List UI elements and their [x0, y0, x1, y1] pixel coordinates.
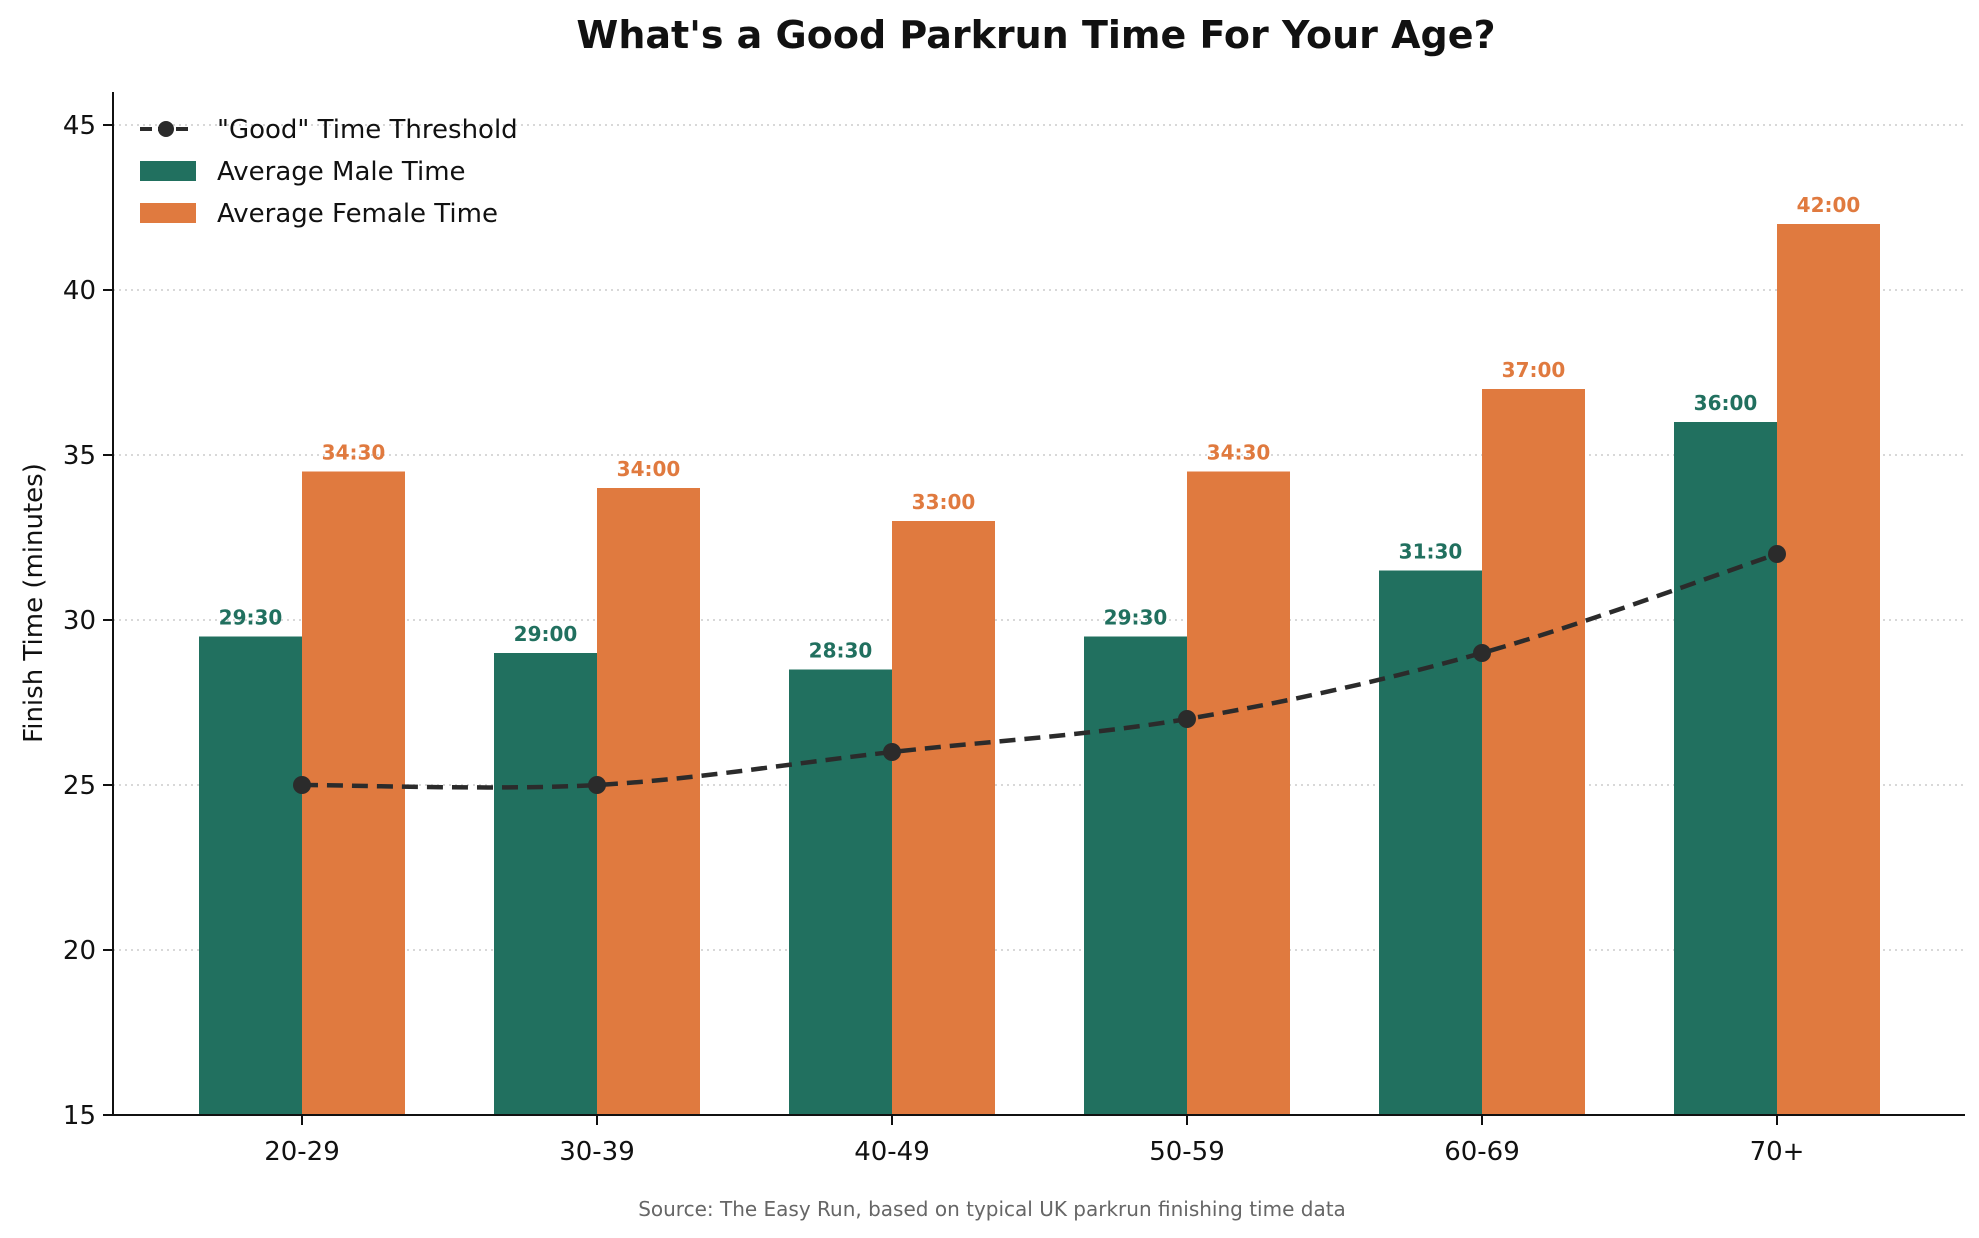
bar-label-male: 28:30 [809, 639, 873, 663]
bar-male [1674, 422, 1777, 1115]
x-tick-label: 30-39 [559, 1137, 635, 1167]
bars [199, 224, 1880, 1115]
x-tick-label: 60-69 [1444, 1137, 1520, 1167]
y-tick-label: 35 [63, 441, 96, 471]
bar-female [597, 488, 700, 1115]
threshold-point [1473, 644, 1491, 662]
bar-label-male: 29:30 [219, 606, 283, 630]
y-tick-label: 15 [63, 1101, 96, 1131]
legend-male-swatch [140, 161, 196, 181]
source-note: Source: The Easy Run, based on typical U… [638, 1197, 1346, 1221]
legend-male-label: Average Male Time [217, 157, 466, 187]
x-tick-label: 70+ [1750, 1137, 1805, 1167]
chart-title: What's a Good Parkrun Time For Your Age? [576, 13, 1495, 57]
legend-threshold-marker [158, 121, 174, 137]
legend-threshold-label: "Good" Time Threshold [217, 115, 518, 145]
y-tick-label: 25 [63, 771, 96, 801]
y-tick-label: 20 [63, 936, 96, 966]
bar-label-male: 29:30 [1104, 606, 1168, 630]
bar-male [199, 636, 302, 1115]
y-axis-label: Finish Time (minutes) [19, 463, 49, 743]
threshold-point [883, 743, 901, 761]
grid-lines [113, 124, 1965, 951]
threshold-point [588, 776, 606, 794]
bar-label-female: 37:00 [1502, 358, 1566, 382]
threshold-point [293, 776, 311, 794]
bar-female [1482, 389, 1585, 1115]
bar-male [494, 653, 597, 1115]
threshold-line [293, 545, 1786, 794]
bar-label-male: 29:00 [514, 622, 578, 646]
bar-label-female: 42:00 [1797, 193, 1861, 217]
y-tick-label: 45 [63, 111, 96, 141]
y-ticks: 15 20 25 30 35 40 45 [63, 111, 113, 1131]
x-tick-label: 20-29 [264, 1137, 340, 1167]
legend-female-label: Average Female Time [217, 199, 498, 229]
x-tick-label: 50-59 [1149, 1137, 1225, 1167]
bar-labels: 29:30 29:00 28:30 29:30 31:30 36:00 34:30 34:00… [219, 193, 1861, 663]
bar-male [1084, 636, 1187, 1115]
bar-female [1187, 471, 1290, 1115]
bar-label-male: 36:00 [1694, 391, 1758, 415]
bar-label-male: 31:30 [1399, 540, 1463, 564]
bar-male [789, 669, 892, 1115]
y-tick-label: 40 [63, 276, 96, 306]
threshold-point [1178, 710, 1196, 728]
threshold-curve [301, 551, 1778, 790]
legend: "Good" Time Threshold Average Male Time … [140, 115, 518, 229]
bar-female [892, 521, 995, 1115]
bar-female [1777, 224, 1880, 1115]
bar-female [302, 471, 405, 1115]
bar-label-female: 33:00 [912, 490, 976, 514]
x-tick-label: 40-49 [854, 1137, 930, 1167]
bar-label-female: 34:00 [617, 457, 681, 481]
threshold-point [1768, 545, 1786, 563]
y-tick-label: 30 [63, 606, 96, 636]
x-ticks: 20-29 30-39 40-49 50-59 60-69 70+ [264, 1115, 1804, 1167]
legend-female-swatch [140, 203, 196, 223]
bar-male [1379, 570, 1482, 1115]
bar-label-female: 34:30 [1207, 441, 1271, 465]
bar-label-female: 34:30 [322, 441, 386, 465]
